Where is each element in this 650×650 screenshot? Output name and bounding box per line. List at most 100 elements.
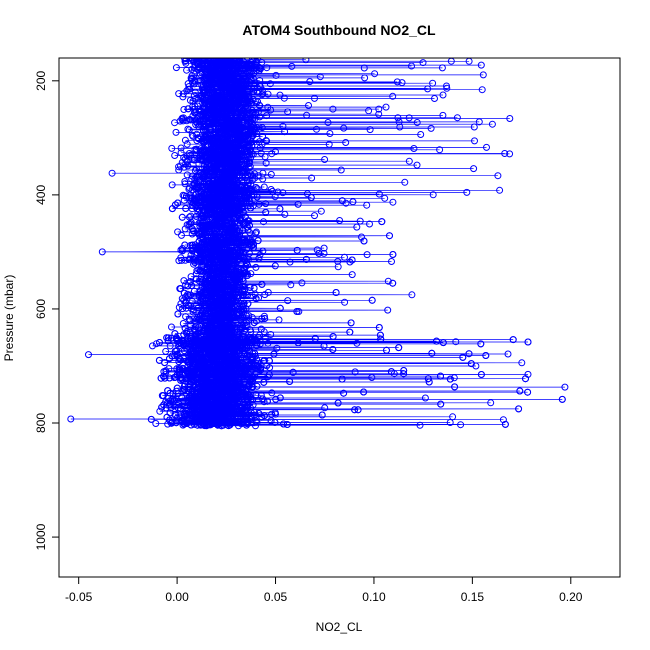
data-point bbox=[161, 359, 169, 367]
data-point bbox=[347, 319, 355, 327]
data-point bbox=[287, 281, 295, 289]
data-point bbox=[178, 159, 186, 166]
data-point bbox=[398, 79, 406, 87]
data-point bbox=[353, 339, 361, 347]
data-point bbox=[188, 297, 196, 305]
data-point bbox=[251, 174, 259, 182]
data-point bbox=[334, 263, 342, 271]
data-point bbox=[249, 355, 257, 363]
data-point bbox=[376, 331, 384, 339]
data-point bbox=[384, 277, 392, 285]
data-point bbox=[245, 342, 252, 350]
data-point bbox=[377, 335, 385, 343]
data-point bbox=[264, 288, 272, 296]
data-point bbox=[381, 194, 389, 202]
data-point bbox=[251, 290, 259, 298]
data-point bbox=[429, 191, 437, 199]
data-point bbox=[395, 118, 403, 126]
data-point bbox=[478, 86, 486, 94]
data-point bbox=[257, 366, 265, 374]
data-point bbox=[368, 374, 376, 381]
data-point bbox=[393, 78, 401, 86]
data-layer bbox=[67, 58, 569, 430]
data-point bbox=[180, 163, 188, 171]
data-point bbox=[261, 315, 269, 322]
data-point bbox=[175, 342, 183, 350]
data-point bbox=[240, 292, 248, 300]
data-point bbox=[272, 71, 280, 79]
data-point bbox=[375, 110, 383, 118]
data-point bbox=[267, 331, 275, 338]
data-point bbox=[368, 296, 376, 304]
data-point bbox=[389, 279, 397, 287]
data-point bbox=[360, 388, 368, 396]
data-point bbox=[303, 111, 311, 119]
data-point bbox=[268, 150, 276, 158]
data-point bbox=[340, 124, 348, 132]
data-point bbox=[184, 125, 192, 133]
data-point bbox=[256, 340, 264, 348]
data-point bbox=[251, 170, 259, 178]
data-point bbox=[477, 340, 485, 348]
data-point bbox=[270, 350, 278, 358]
data-point bbox=[166, 342, 174, 350]
data-point bbox=[471, 137, 478, 145]
data-point bbox=[257, 65, 265, 73]
data-point bbox=[183, 171, 191, 179]
data-point bbox=[320, 244, 328, 252]
data-point bbox=[410, 145, 418, 152]
data-point bbox=[446, 375, 454, 383]
data-point bbox=[244, 291, 252, 299]
data-point bbox=[389, 92, 397, 100]
data-point bbox=[375, 190, 383, 198]
data-point bbox=[257, 391, 265, 399]
data-point bbox=[193, 137, 201, 145]
data-point bbox=[191, 259, 199, 267]
data-point bbox=[388, 258, 395, 265]
data-point bbox=[246, 222, 253, 229]
data-point bbox=[260, 328, 268, 336]
data-point bbox=[516, 387, 524, 395]
data-point bbox=[271, 193, 279, 201]
data-point bbox=[179, 245, 186, 252]
data-point bbox=[217, 275, 225, 283]
data-point bbox=[170, 374, 178, 381]
data-point bbox=[329, 105, 337, 113]
data-point bbox=[341, 253, 348, 261]
data-point bbox=[188, 131, 196, 139]
data-point bbox=[258, 91, 266, 99]
data-point bbox=[324, 119, 332, 126]
data-point bbox=[184, 85, 192, 93]
data-point bbox=[266, 80, 274, 88]
data-point bbox=[243, 272, 251, 279]
data-point bbox=[453, 114, 461, 122]
data-point bbox=[181, 178, 189, 185]
data-point bbox=[509, 336, 517, 344]
data-point bbox=[561, 383, 569, 391]
data-point bbox=[522, 375, 529, 383]
data-point bbox=[433, 337, 440, 345]
data-point bbox=[294, 200, 302, 208]
data-point bbox=[360, 64, 368, 72]
data-point bbox=[181, 225, 189, 233]
data-point bbox=[258, 124, 266, 132]
data-point bbox=[262, 159, 270, 167]
data-point bbox=[250, 241, 258, 248]
data-point bbox=[177, 356, 185, 364]
data-point bbox=[245, 312, 253, 320]
data-point bbox=[264, 373, 272, 381]
data-point bbox=[178, 213, 186, 221]
data-point bbox=[193, 267, 201, 275]
data-point bbox=[179, 117, 187, 125]
data-point bbox=[221, 228, 229, 236]
data-point bbox=[281, 128, 289, 136]
data-point bbox=[439, 91, 447, 99]
data-point bbox=[177, 300, 185, 308]
data-point bbox=[171, 152, 179, 159]
data-point bbox=[239, 287, 247, 295]
data-point bbox=[190, 260, 198, 268]
data-point bbox=[189, 79, 197, 87]
data-point bbox=[182, 304, 190, 312]
data-point bbox=[183, 158, 191, 166]
